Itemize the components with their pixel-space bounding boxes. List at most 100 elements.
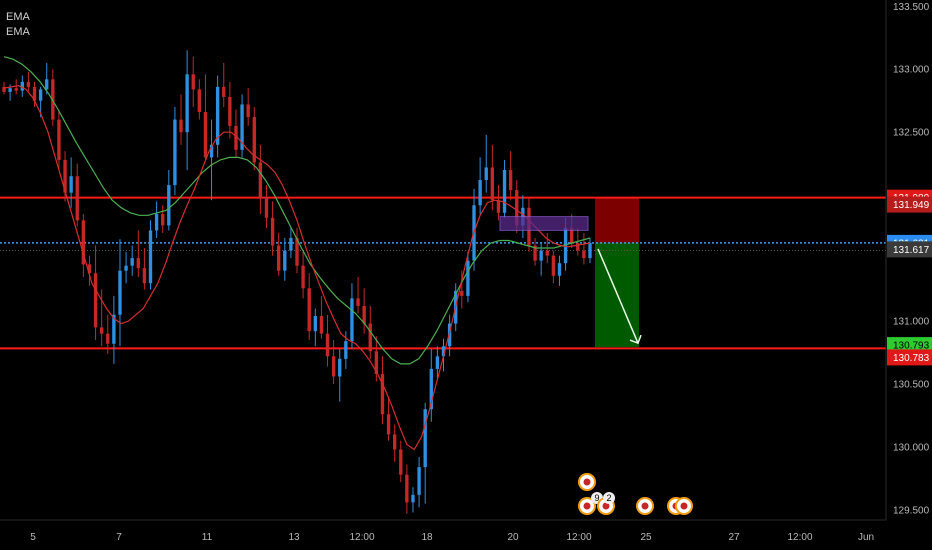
time-axis[interactable]: 5 7 11 13 12:00 18 20 12:00 25 27 12:00 Jun [30, 532, 874, 543]
price-tag [887, 196, 932, 213]
candle-body [460, 290, 464, 296]
candle-body [124, 265, 128, 271]
time-tick-label: 12:00 [349, 532, 374, 543]
candle-body [51, 79, 55, 120]
candle-body [118, 270, 122, 315]
candle-body [14, 88, 18, 91]
price-tick-label: 133.000 [893, 65, 930, 76]
candle-body [441, 346, 446, 357]
candle-body [515, 190, 519, 226]
indicator-legend: EMA EMA [6, 10, 30, 40]
candle-body [26, 81, 31, 87]
legend-ema-1[interactable]: EMA [6, 11, 30, 23]
time-tick-label: 12:00 [566, 532, 591, 543]
time-tick-label: Jun [858, 532, 874, 543]
candle-body [508, 169, 513, 191]
candle-body [447, 323, 452, 347]
candle-body [380, 373, 385, 415]
time-tick-label: 5 [30, 532, 36, 543]
time-tick-label: 20 [507, 532, 519, 543]
price-tag-label: 131.949 [893, 200, 930, 211]
time-tick-label: 27 [728, 532, 740, 543]
candle-body [283, 250, 287, 271]
candle-body [142, 268, 147, 284]
price-tick-label: 129.500 [893, 505, 930, 516]
candle-body [570, 227, 574, 244]
candle-body [496, 200, 501, 213]
candle-body [301, 265, 305, 289]
legend-ema-2[interactable]: EMA [6, 26, 30, 38]
candle-body [45, 79, 49, 90]
candle-body [295, 237, 299, 266]
candle-body [539, 250, 543, 261]
trade-zones [595, 197, 639, 348]
event-flag-icon-mark [583, 478, 591, 486]
candle-body [57, 119, 61, 160]
event-flag-icon-mark [680, 502, 688, 510]
candle-body [368, 323, 372, 352]
time-tick-label: 12:00 [787, 532, 812, 543]
price-axis[interactable]: 133.500 133.000 132.500 131.000 130.500 130.0… [893, 2, 930, 517]
candle-body [466, 260, 470, 296]
candle-body [246, 104, 250, 118]
price-tag [887, 337, 932, 354]
price-tick-label: 130.000 [893, 442, 930, 453]
candle-body [148, 230, 153, 284]
candle-body [576, 243, 580, 251]
price-tag [887, 241, 932, 258]
candle-body [209, 144, 214, 158]
candle-body [185, 74, 189, 133]
event-flag-icon-mark [583, 502, 591, 510]
candle-body [557, 263, 562, 276]
stop-loss-zone[interactable] [595, 197, 639, 243]
candle-body [533, 245, 537, 261]
candle-body [289, 237, 293, 251]
candle-body [258, 162, 263, 198]
candle-body [191, 74, 195, 90]
chart-overlays [499, 216, 642, 345]
candle-body [197, 89, 202, 113]
candle-body [411, 494, 415, 503]
candle-body [264, 197, 269, 218]
price-tick-label: 131.000 [893, 317, 930, 328]
candle-body [106, 333, 110, 344]
price-tick-label: 132.500 [893, 128, 930, 139]
candle-body [215, 86, 220, 145]
candle-body [350, 298, 354, 342]
candle-body [374, 351, 379, 374]
candle-body [551, 255, 556, 276]
candle-body [161, 214, 165, 226]
candle-body [582, 250, 586, 259]
time-tick-label: 13 [288, 532, 300, 543]
candle-body [356, 298, 360, 306]
candle-body [69, 176, 73, 193]
price-tag-label: 130.793 [893, 341, 930, 352]
price-tick-label: 133.500 [893, 2, 930, 13]
time-tick-label: 18 [421, 532, 433, 543]
candle-body [2, 86, 6, 92]
candle-body [228, 96, 232, 126]
candle-body [405, 474, 409, 503]
candle-body [87, 264, 92, 274]
entry-zone-box[interactable] [499, 216, 589, 231]
candle-body [563, 227, 568, 264]
ema-fast-line [3, 84, 591, 451]
candle-body [313, 316, 317, 332]
candle-body [112, 314, 116, 344]
candle-body [362, 305, 366, 324]
event-flag-icon-mark [602, 502, 610, 510]
candle-body [502, 169, 507, 213]
event-flag-icon-mark [641, 502, 649, 510]
price-tag-label: 130.783 [893, 353, 930, 364]
candle-body [75, 176, 79, 221]
event-count-badge[interactable] [603, 492, 615, 504]
candle-body [588, 243, 592, 259]
candle-body [319, 316, 324, 334]
short-arrow-head [629, 334, 642, 345]
candle-body [32, 86, 37, 101]
candle-body [173, 119, 177, 186]
candle-body [325, 333, 330, 357]
price-tag [887, 349, 932, 366]
